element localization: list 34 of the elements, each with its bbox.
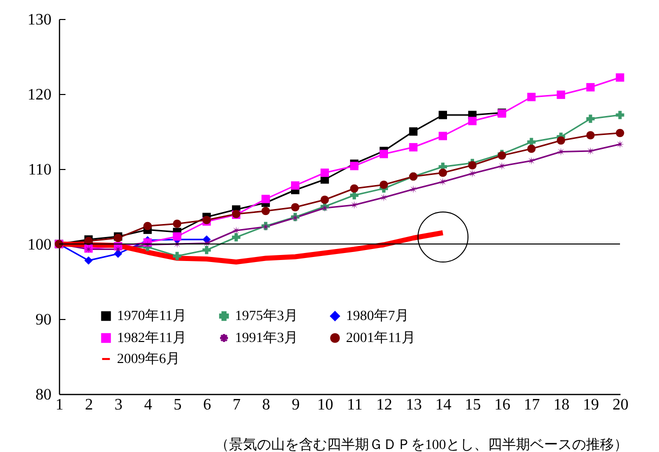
x-tick-label: 8 — [262, 396, 270, 414]
x-tick-label: 14 — [435, 396, 452, 414]
y-tick-label: 130 — [28, 12, 52, 28]
legend-label: 2009年6月 — [117, 351, 180, 367]
x-tick-label: 4 — [144, 396, 152, 414]
x-tick-label: 15 — [464, 396, 481, 414]
y-tick-label: 100 — [28, 236, 52, 254]
legend-label: 1975年3月 — [235, 308, 298, 324]
x-tick-label: 7 — [232, 396, 241, 414]
x-tick-label: 13 — [406, 396, 422, 414]
x-tick-label: 18 — [553, 396, 570, 414]
x-tick-label: 10 — [317, 396, 334, 414]
y-tick-label: 110 — [28, 162, 52, 178]
x-tick-label: 19 — [582, 396, 599, 414]
x-tick-label: 5 — [174, 396, 182, 414]
legend-label: 2001年11月 — [346, 330, 416, 346]
x-tick-label: 3 — [114, 396, 123, 414]
y-tick-label: 90 — [36, 312, 52, 328]
x-tick-label: 20 — [612, 396, 628, 414]
x-tick-label: 6 — [203, 396, 212, 414]
legend-label: 1970年11月 — [117, 308, 186, 324]
legend-label: 1980年7月 — [346, 308, 409, 324]
y-tick-label: 120 — [28, 86, 52, 104]
x-tick-label: 17 — [524, 396, 540, 414]
x-tick-label: 11 — [347, 396, 362, 414]
text: （景気の山を含む四半期ＧＤＰを100とし、四半期ベースの推移） — [215, 437, 628, 452]
x-tick-label: 1 — [56, 396, 64, 414]
legend-label: 1991年3月 — [235, 330, 298, 346]
x-tick-label: 12 — [376, 396, 392, 414]
x-tick-label: 2 — [85, 396, 94, 414]
x-tick-label: 16 — [494, 396, 510, 414]
y-tick-label: 80 — [36, 386, 52, 404]
x-tick-label: 9 — [292, 396, 300, 414]
legend-label: 1982年11月 — [117, 330, 186, 346]
